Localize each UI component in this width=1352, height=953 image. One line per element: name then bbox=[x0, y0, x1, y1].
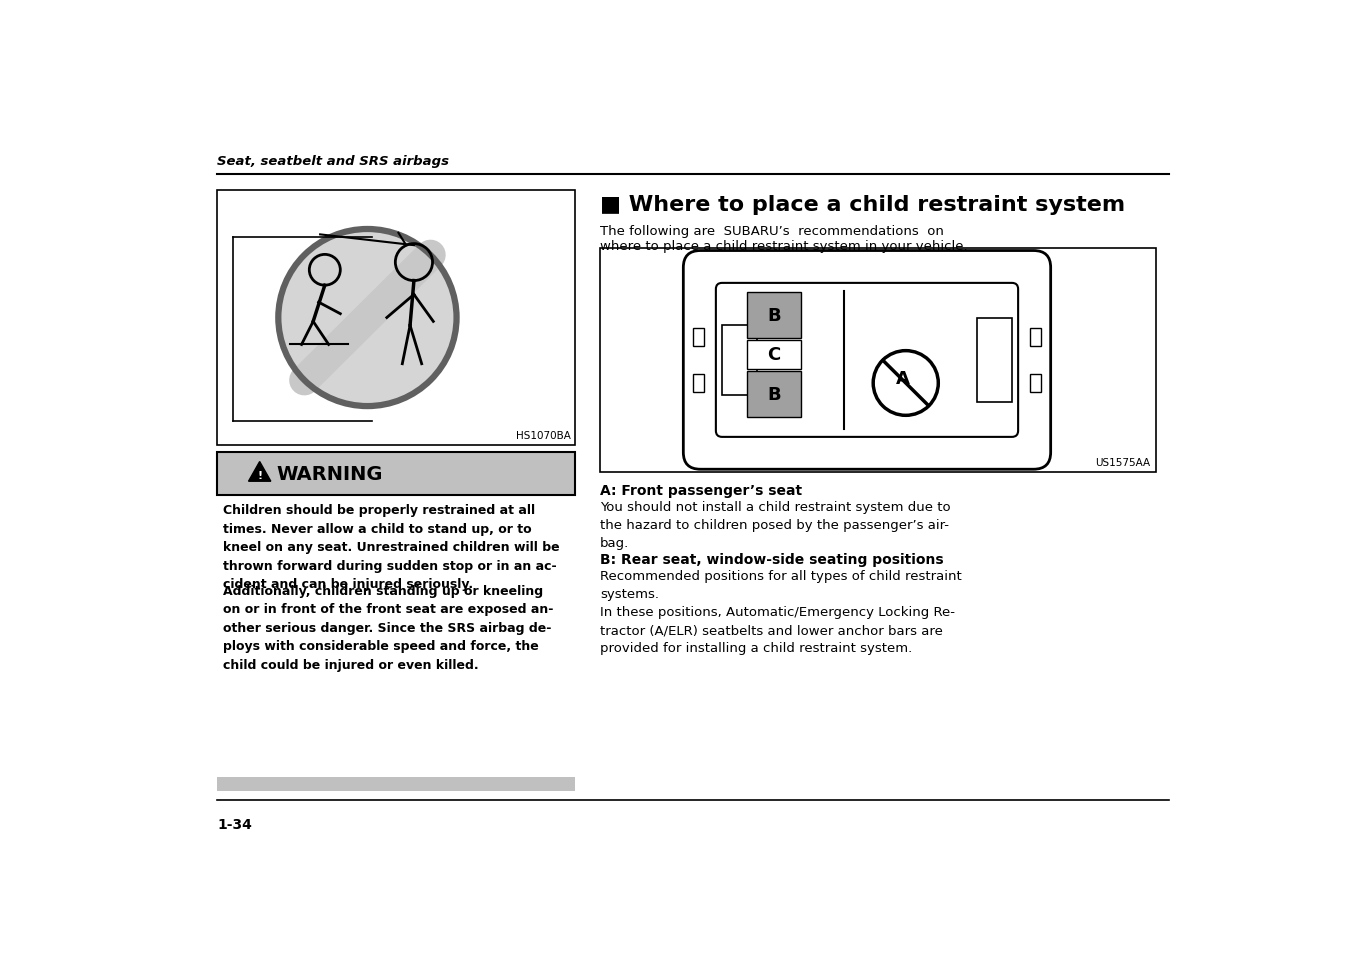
Text: HS1070BA: HS1070BA bbox=[515, 431, 571, 440]
Bar bbox=[692, 375, 704, 393]
Text: Recommended positions for all types of child restraint
systems.
In these positio: Recommended positions for all types of c… bbox=[600, 570, 961, 655]
Bar bbox=[1030, 328, 1041, 347]
Polygon shape bbox=[249, 462, 270, 481]
Bar bbox=[692, 328, 704, 347]
Bar bbox=[852, 345, 960, 422]
Text: WARNING: WARNING bbox=[277, 465, 383, 484]
Text: You should not install a child restraint system due to
the hazard to children po: You should not install a child restraint… bbox=[600, 500, 950, 550]
Text: 1-34: 1-34 bbox=[218, 818, 251, 831]
Text: where to place a child restraint system in your vehicle.: where to place a child restraint system … bbox=[600, 240, 968, 253]
Text: Children should be properly restrained at all
times. Never allow a child to stan: Children should be properly restrained a… bbox=[223, 503, 560, 591]
Bar bbox=[218, 192, 575, 445]
Text: B: B bbox=[767, 307, 781, 325]
Text: The following are  SUBARU’s  recommendations  on: The following are SUBARU’s recommendatio… bbox=[600, 224, 944, 237]
Bar bbox=[1030, 375, 1041, 393]
Bar bbox=[746, 340, 802, 370]
Text: US1575AA: US1575AA bbox=[1095, 457, 1151, 467]
Bar bbox=[218, 453, 575, 496]
Text: A: A bbox=[896, 370, 910, 388]
FancyBboxPatch shape bbox=[715, 284, 1018, 437]
Bar bbox=[218, 778, 575, 791]
Text: A: Front passenger’s seat: A: Front passenger’s seat bbox=[600, 483, 802, 497]
Text: ■ Where to place a child restraint system: ■ Where to place a child restraint syste… bbox=[600, 195, 1125, 215]
Bar bbox=[746, 293, 802, 339]
Text: !: ! bbox=[257, 471, 262, 481]
Bar bbox=[600, 249, 1156, 472]
Bar bbox=[746, 372, 802, 417]
Text: B: Rear seat, window-side seating positions: B: Rear seat, window-side seating positi… bbox=[600, 553, 944, 567]
Text: B: B bbox=[767, 385, 781, 403]
Text: Additionally, children standing up or kneeling
on or in front of the front seat : Additionally, children standing up or kn… bbox=[223, 584, 553, 671]
Circle shape bbox=[279, 230, 457, 407]
Text: C: C bbox=[768, 346, 780, 364]
FancyBboxPatch shape bbox=[683, 252, 1051, 470]
Bar bbox=[722, 326, 757, 395]
Text: Seat, seatbelt and SRS airbags: Seat, seatbelt and SRS airbags bbox=[218, 155, 449, 168]
Bar bbox=[977, 318, 1011, 403]
